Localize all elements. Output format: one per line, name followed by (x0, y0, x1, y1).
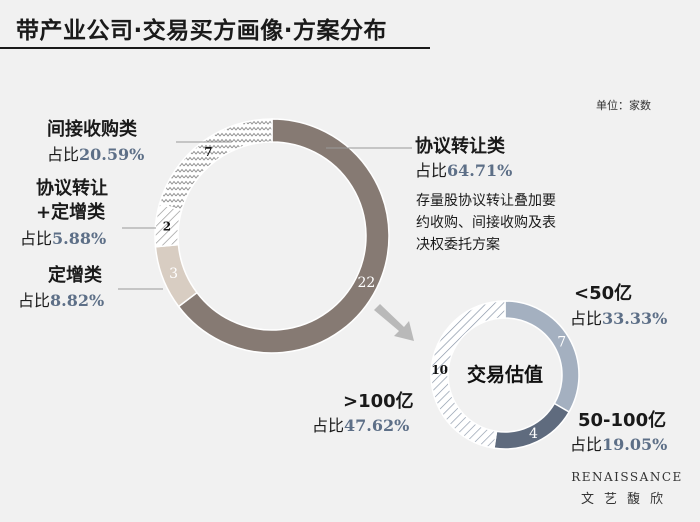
logo-en: RENAISSANCE (571, 470, 683, 484)
pct-indirect: 占比20.59% (47, 145, 145, 164)
label-indirect: 间接收购类 (47, 119, 137, 140)
slice-value-label: 3 (169, 266, 178, 282)
label-transfer: 协议转让类 (415, 136, 505, 157)
pct-lt50: 占比33.33% (570, 309, 668, 328)
donut-slice (158, 118, 273, 212)
pct-transfer-plus: 占比5.88% (20, 229, 107, 248)
slice-value-label: 7 (557, 334, 566, 350)
transfer-note: 存量股协议转让叠加要约收购、间接收购及表决权委托方案 (416, 193, 556, 253)
label-50-100: 50-100亿 (578, 410, 667, 431)
pct-50-100: 占比19.05% (570, 435, 668, 454)
label-transfer-plus-line1: 协议转让 (36, 178, 108, 199)
slice-value-label: 10 (431, 363, 448, 377)
donut-center-label: 交易估值 (467, 363, 543, 386)
title-underline (0, 47, 430, 49)
pct-placement: 占比8.82% (18, 291, 105, 310)
slice-value-label: 22 (358, 275, 376, 291)
donut-valuation: 7 4 10 交易估值 (430, 300, 580, 450)
label-lt50: <50亿 (574, 283, 633, 304)
donut-slice (177, 118, 390, 354)
donut-deal-structure: 22 3 2 7 (154, 118, 390, 354)
donut-slice (430, 300, 506, 450)
slice-value-label: 7 (204, 145, 212, 159)
pct-transfer: 占比64.71% (415, 161, 513, 180)
page-title: 带产业公司·交易买方画像·方案分布 (16, 18, 387, 44)
pct-gt100: 占比47.62% (312, 416, 410, 435)
slice-value-label: 4 (529, 426, 538, 442)
label-transfer-plus-line2: +定增类 (36, 202, 106, 223)
arrow-icon (374, 304, 414, 341)
label-gt100: >100亿 (343, 391, 414, 412)
logo: RENAISSANCE 文艺馥欣 (568, 470, 686, 507)
unit-label: 单位：家数 (596, 99, 651, 112)
donut-slice (504, 300, 580, 414)
label-placement: 定增类 (48, 265, 102, 286)
slice-value-label: 2 (163, 219, 171, 233)
logo-cn: 文艺馥欣 (580, 492, 673, 507)
